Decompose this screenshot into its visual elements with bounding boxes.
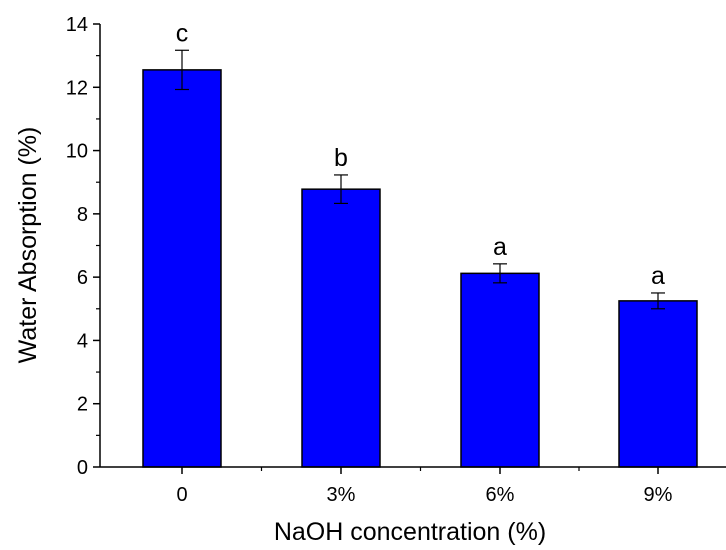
x-tick-label-0: 0	[176, 484, 187, 506]
y-tick-label-4: 8	[77, 204, 88, 226]
y-tick-label-7: 14	[66, 14, 88, 36]
y-tick-label-2: 4	[77, 330, 88, 352]
x-tick-label-3: 9%	[644, 484, 673, 506]
y-axis-title: Water Absorption (%)	[14, 127, 42, 364]
bar-1	[301, 188, 381, 468]
bar-2	[460, 272, 540, 468]
bar-3	[618, 300, 698, 468]
plot-area: c 0 b 3% a 6% a 9% 0 2 4 6 8 10 12 14	[66, 14, 726, 506]
x-tick-label-1: 3%	[327, 484, 356, 506]
significance-label-1: b	[334, 144, 348, 172]
y-tick-label-3: 6	[77, 267, 88, 289]
x-tick-label-2: 6%	[486, 484, 515, 506]
bar-0	[142, 69, 222, 468]
y-tick-label-0: 0	[77, 457, 88, 479]
significance-label-3: a	[651, 262, 665, 290]
y-tick-label-1: 2	[77, 394, 88, 416]
y-tick-label-5: 10	[66, 141, 88, 163]
significance-label-0: c	[176, 19, 189, 47]
significance-label-2: a	[493, 233, 507, 261]
x-axis-title: NaOH concentration (%)	[274, 518, 546, 546]
y-tick-label-6: 12	[66, 77, 88, 99]
